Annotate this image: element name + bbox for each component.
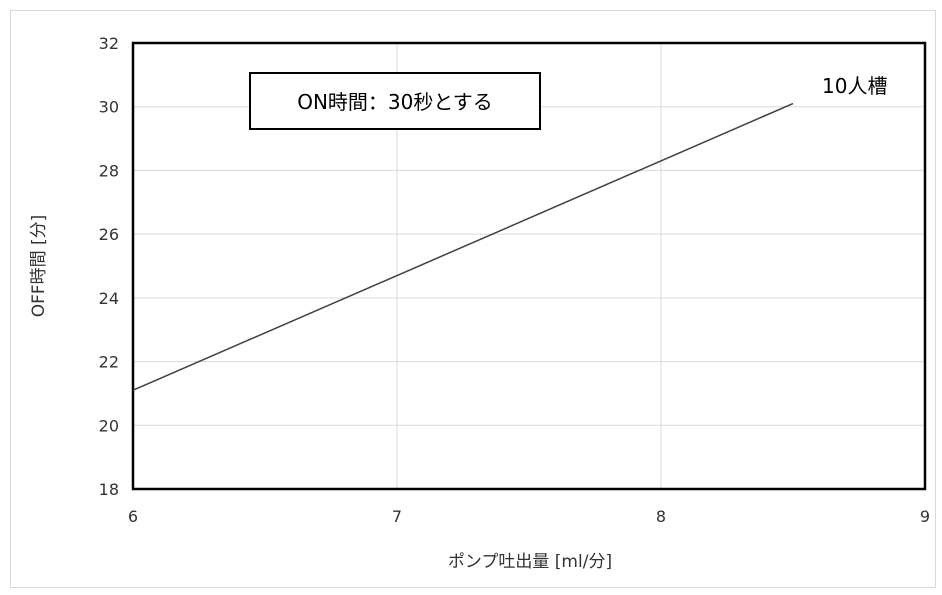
x-axis-title: ポンプ吐出量 [ml/分] [448, 552, 612, 572]
y-axis-title: OFF時間 [分] [29, 215, 49, 318]
y-tick-label: 28 [99, 161, 119, 180]
y-tick-label: 22 [99, 353, 119, 372]
y-tick-labels: 18 20 22 24 26 28 30 32 [99, 34, 119, 499]
x-tick-label: 9 [920, 507, 930, 526]
x-tick-label: 7 [392, 507, 402, 526]
x-tick-label: 8 [656, 507, 666, 526]
series-layer [132, 102, 794, 391]
y-tick-label: 24 [99, 289, 119, 308]
series-label-10nin: 10人槽 [822, 74, 887, 98]
x-tick-labels: 6 7 8 9 [128, 507, 930, 526]
y-tick-label: 26 [99, 225, 119, 244]
y-tick-label: 32 [99, 34, 119, 53]
annotation-text: ON時間：30秒とする [297, 90, 493, 114]
x-tick-label: 6 [128, 507, 138, 526]
y-tick-label: 20 [99, 416, 119, 435]
series-line [132, 102, 794, 391]
annotation-box [249, 72, 541, 130]
y-tick-label: 18 [99, 480, 119, 499]
y-tick-label: 30 [99, 98, 119, 117]
plot-area [131, 41, 927, 491]
